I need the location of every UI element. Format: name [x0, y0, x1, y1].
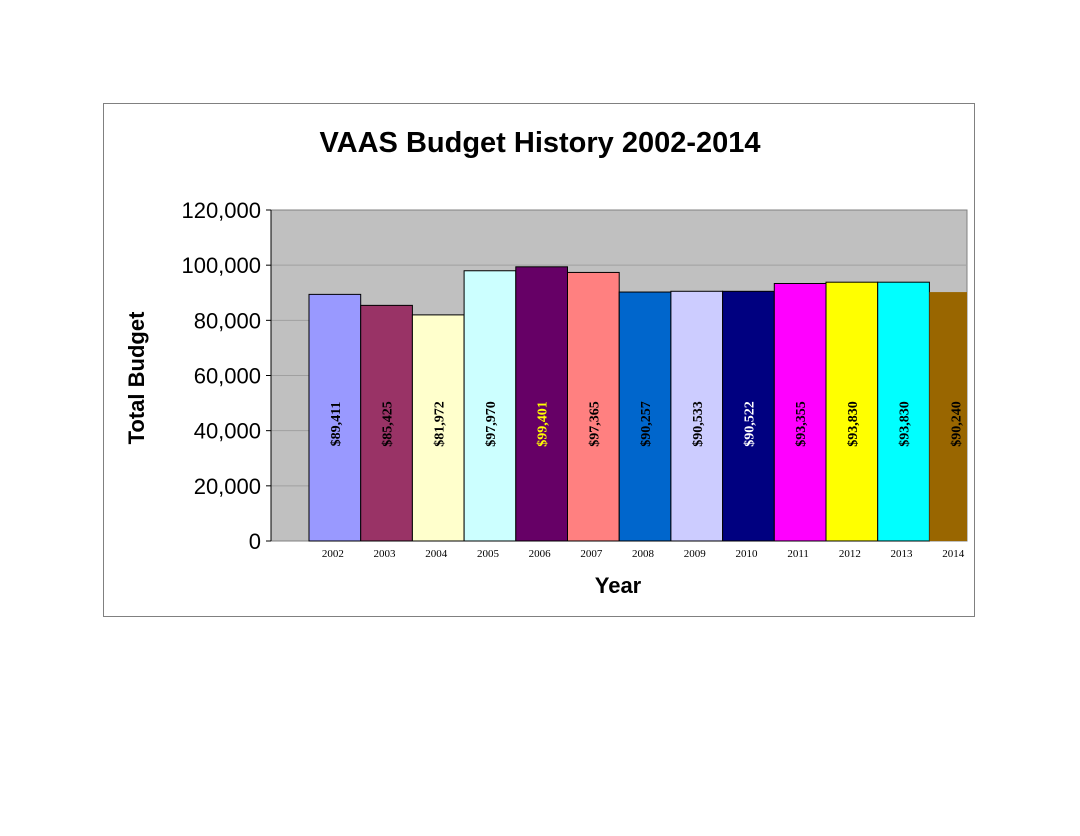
x-tick-label: 2010	[735, 548, 758, 560]
bar-2014	[929, 292, 967, 541]
chart-frame: VAAS Budget History 2002-2014 $89,411 $85…	[103, 103, 975, 617]
bar-2009	[670, 290, 724, 542]
data-label-2009: $90,533	[691, 401, 706, 447]
x-tick-label: 2014	[942, 548, 965, 560]
data-label-2007: $97,365	[587, 401, 602, 447]
x-tick-label: 2002	[322, 548, 344, 560]
y-tick-label: 20,000	[194, 474, 261, 499]
x-tick-label: 2005	[477, 548, 500, 560]
bar-2011	[773, 282, 827, 542]
x-axis-title: Year	[595, 573, 642, 598]
x-tick-label: 2007	[580, 548, 603, 560]
data-label-2013: $93,830	[898, 401, 913, 447]
y-tick-label: 120,000	[181, 198, 261, 223]
data-label-2005: $97,970	[484, 401, 499, 447]
y-tick-label: 100,000	[181, 253, 261, 278]
x-tick-label: 2006	[529, 548, 552, 560]
x-tick-label: 2012	[839, 548, 861, 560]
bar-2006	[515, 266, 568, 542]
y-tick-label: 80,000	[194, 308, 261, 333]
y-axis-title: Total Budget	[124, 311, 149, 444]
x-tick-label: 2011	[787, 548, 809, 560]
y-tick-label: 60,000	[194, 364, 261, 389]
data-label-2011: $93,355	[794, 401, 809, 447]
x-tick-label: 2013	[891, 548, 914, 560]
data-label-2004: $81,972	[432, 401, 447, 447]
bar-2003	[360, 304, 413, 542]
x-tick-label: 2004	[425, 548, 448, 560]
data-label-2002: $89,411	[329, 402, 344, 447]
bar-chart: VAAS Budget History 2002-2014 $89,411 $85…	[124, 127, 968, 598]
bar-2013	[877, 281, 930, 542]
bar-2010	[722, 290, 775, 542]
data-label-2012: $93,830	[846, 401, 861, 447]
x-tick-label: 2009	[684, 548, 707, 560]
x-tick-label: 2008	[632, 548, 655, 560]
y-tick-label: 40,000	[194, 419, 261, 444]
data-label-2014: $90,240	[949, 401, 964, 447]
x-tick-label: 2003	[374, 548, 397, 560]
data-label-2003: $85,425	[381, 401, 396, 447]
bar-2004	[411, 314, 465, 542]
bar-2007	[567, 271, 620, 542]
bar-2005	[463, 270, 517, 542]
data-label-2010: $90,522	[742, 401, 757, 447]
data-label-2008: $90,257	[639, 401, 654, 447]
y-tick-label: 0	[249, 529, 261, 554]
bar-2002	[308, 293, 362, 542]
chart-title: VAAS Budget History 2002-2014	[319, 127, 760, 159]
data-label-2006: $99,401	[536, 401, 551, 447]
